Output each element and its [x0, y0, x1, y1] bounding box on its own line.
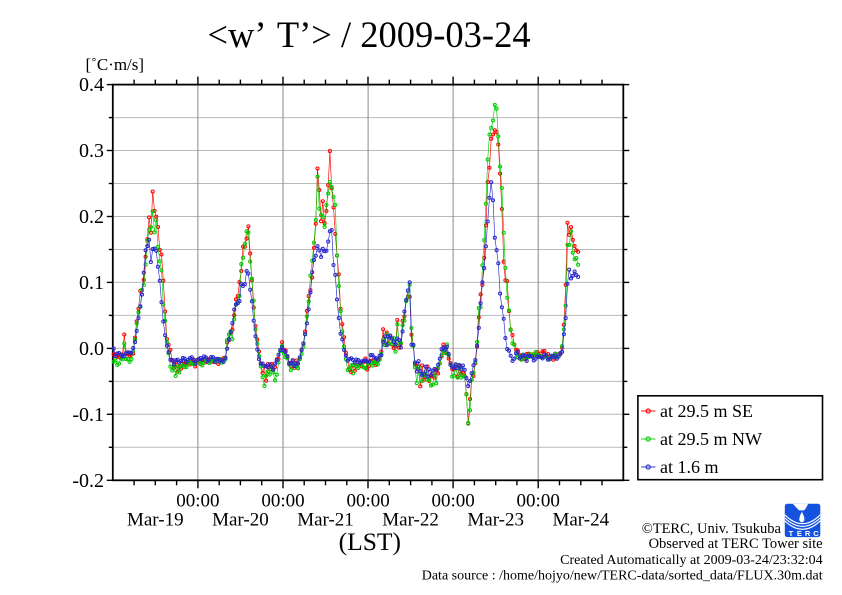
svg-text:Created Automatically at 2009-: Created Automatically at 2009-03-24/23:3…	[560, 553, 822, 568]
svg-text:Observed at TERC Tower site: Observed at TERC Tower site	[649, 536, 823, 552]
svg-text:©TERC, Univ. Tsukuba: ©TERC, Univ. Tsukuba	[642, 521, 782, 537]
svg-text:0.1: 0.1	[79, 272, 104, 294]
svg-text:at 29.5 m SE: at 29.5 m SE	[660, 401, 753, 421]
svg-text:0.3: 0.3	[79, 140, 104, 162]
svg-text:00:00: 00:00	[346, 491, 389, 512]
svg-text:Mar-20: Mar-20	[212, 510, 269, 531]
svg-text:0.2: 0.2	[79, 206, 104, 228]
svg-text:at 29.5 m NW: at 29.5 m NW	[660, 429, 762, 449]
svg-text:00:00: 00:00	[261, 491, 304, 512]
svg-text:at 1.6 m: at 1.6 m	[660, 457, 719, 477]
svg-text:00:00: 00:00	[431, 491, 474, 512]
svg-text:00:00: 00:00	[176, 491, 219, 512]
svg-text:T: T	[789, 529, 794, 538]
svg-text:0.4: 0.4	[79, 74, 104, 96]
svg-text:0.0: 0.0	[79, 338, 104, 360]
svg-text:Mar-22: Mar-22	[382, 510, 439, 531]
svg-text:-0.2: -0.2	[72, 470, 104, 492]
svg-text:(LST): (LST)	[339, 527, 401, 556]
svg-text:Mar-24: Mar-24	[552, 510, 609, 531]
svg-text:Mar-21: Mar-21	[297, 510, 354, 531]
svg-text:-0.1: -0.1	[72, 404, 104, 426]
svg-text:Mar-19: Mar-19	[127, 510, 184, 531]
svg-text:E: E	[797, 529, 802, 538]
svg-text:<w’ T’> / 2009-03-24: <w’ T’> / 2009-03-24	[207, 14, 530, 55]
svg-text:00:00: 00:00	[517, 491, 560, 512]
svg-text:Data source : /home/hojyo/new/: Data source : /home/hojyo/new/TERC-data/…	[422, 569, 823, 584]
svg-text:[˚C·m/s]: [˚C·m/s]	[86, 55, 145, 74]
svg-text:C: C	[813, 529, 819, 538]
svg-text:Mar-23: Mar-23	[467, 510, 524, 531]
svg-text:R: R	[805, 529, 811, 538]
